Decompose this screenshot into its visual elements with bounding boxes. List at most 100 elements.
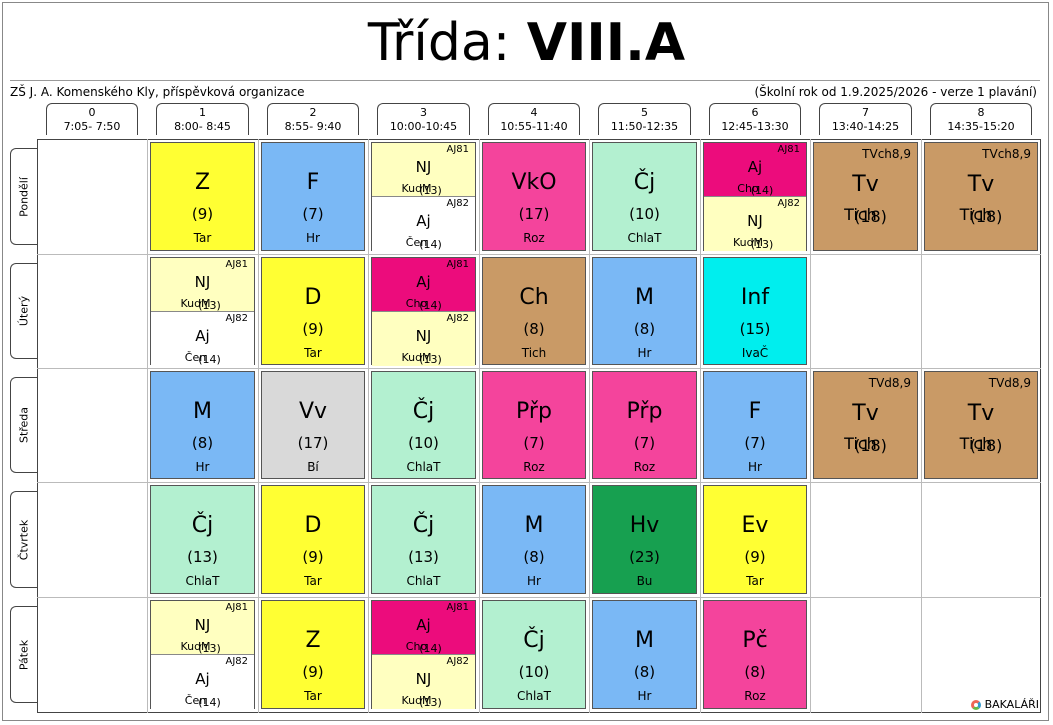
lesson-cell: F (7) Hr (703, 371, 807, 479)
grid-line (921, 139, 922, 713)
lesson-half: AJ82 NJ (13) KudM (372, 655, 475, 709)
period-time: 11:50-12:35 (610, 120, 679, 133)
column-header: 3 10:00-10:45 (377, 103, 470, 135)
teacher: KudM (401, 351, 432, 364)
teacher: Roz (523, 231, 545, 245)
lesson-cell: Pč (8) Roz (703, 600, 807, 709)
room: (7) (633, 434, 656, 452)
lesson-cell: Inf (15) IvaČ (703, 257, 807, 365)
room: (14) (750, 184, 774, 197)
subject: NJ (194, 273, 211, 291)
period-time: 14:35-15:20 (947, 120, 1015, 133)
subject: Vv (298, 399, 328, 424)
group-label: AJ81 (446, 602, 469, 613)
column-header: 4 10:55-11:40 (488, 103, 580, 135)
subject: Z (305, 628, 321, 653)
teacher: Hr (637, 346, 652, 360)
column-header: 6 12:45-13:30 (709, 103, 801, 135)
room: (9) (302, 663, 324, 681)
teacher: Tar (304, 574, 322, 588)
lesson-half: AJ82 NJ (13) KudM (372, 312, 475, 366)
period-number: 0 (88, 106, 96, 119)
logo-text: BAKALÁŘI (984, 698, 1039, 711)
room: (10) (629, 205, 660, 223)
lesson-half: AJ81 Aj (14) Cho (372, 601, 475, 655)
teacher: Hr (195, 460, 210, 474)
room: (7) (302, 205, 324, 223)
teacher: Hr (637, 689, 652, 703)
subject: Inf (740, 285, 770, 310)
lesson-cell: Ev (9) Tar (703, 485, 807, 594)
period-number: 3 (420, 106, 427, 119)
lesson-cell: Čj (10) ChlaT (592, 142, 697, 251)
page-title: Třída: VIII.A (0, 8, 1053, 78)
teacher: Cho (737, 182, 759, 195)
lesson-cell: Vv (17) Bí (261, 371, 365, 479)
period-time: 10:00-10:45 (389, 120, 458, 133)
grid-line (37, 482, 1041, 483)
subject: Aj (416, 212, 431, 230)
lesson-cell: TVch8,9 Tv (18) Tich (813, 142, 918, 251)
teacher: Roz (633, 460, 656, 474)
lesson-half: AJ81 Aj (14) Cho (372, 258, 475, 312)
group-label: AJ82 (225, 656, 248, 667)
school-name: ZŠ J. A. Komenského Kly, příspěvková org… (10, 85, 305, 99)
day-header: Úterý (10, 263, 37, 359)
lesson-half: AJ81 NJ (13) KudM (372, 143, 475, 197)
teacher: Čen (184, 351, 207, 364)
lesson-half: AJ82 Aj (14) Čen (151, 312, 254, 366)
lesson-cell: Čj (13) ChlaT (371, 485, 476, 594)
group-label: TVd8,9 (988, 376, 1031, 390)
grid-line (700, 139, 701, 713)
subject: NJ (415, 158, 432, 176)
subject: Přp (516, 399, 552, 424)
lesson-half: AJ82 NJ (13) KudM (704, 197, 806, 251)
room: (10) (518, 663, 550, 681)
room: (14) (419, 238, 442, 251)
timetable-grid (37, 139, 1041, 713)
subject: F (306, 170, 320, 195)
teacher: Čen (184, 694, 207, 707)
teacher: Tich (959, 205, 993, 224)
subject: Tv (852, 172, 879, 197)
room: (18) (854, 207, 887, 226)
lesson-cell: AJ81 NJ (13) KudM AJ82 Aj (14) Čen (150, 600, 255, 709)
group-label: AJ82 (446, 313, 469, 324)
teacher: KudM (732, 236, 764, 249)
group-label: AJ81 (446, 259, 469, 270)
room: (7) (744, 434, 766, 452)
room: (9) (191, 205, 214, 223)
room: (18) (854, 436, 887, 455)
period-number: 8 (977, 106, 985, 119)
period-time: 8:00- 8:45 (174, 120, 231, 133)
period-time: 13:40-14:25 (831, 120, 900, 133)
room: (9) (302, 320, 324, 338)
subject: M (635, 628, 654, 653)
column-header: 7 13:40-14:25 (819, 103, 912, 135)
group-label: AJ81 (446, 144, 469, 155)
lesson-cell: TVd8,9 Tv (18) Tich (813, 371, 918, 479)
teacher: Tich (844, 205, 877, 224)
column-header: 0 7:05- 7:50 (46, 103, 138, 135)
class-name: VIII.A (526, 13, 686, 73)
day-header: Pátek (10, 606, 37, 703)
lesson-cell: D (9) Tar (261, 257, 365, 365)
group-label: AJ81 (777, 144, 800, 155)
subject: Čj (633, 170, 656, 195)
grid-line (147, 139, 148, 713)
teacher: KudM (401, 182, 432, 195)
teacher: Roz (744, 689, 766, 703)
subject: Čj (191, 513, 214, 538)
teacher: Roz (523, 460, 545, 474)
lesson-cell: AJ81 Aj (14) Cho AJ82 NJ (13) KudM (371, 257, 476, 366)
teacher: ChlaT (406, 574, 441, 588)
teacher: Tich (521, 346, 547, 360)
lesson-half: AJ82 Aj (14) Čen (372, 197, 475, 251)
lesson-cell: Přp (7) Roz (482, 371, 586, 479)
room: (14) (419, 642, 442, 655)
lesson-cell: M (8) Hr (482, 485, 586, 594)
room: (18) (969, 436, 1003, 455)
lesson-cell: Ch (8) Tich (482, 257, 586, 365)
lesson-cell: AJ81 Aj (14) Cho AJ82 NJ (13) KudM (371, 600, 476, 709)
